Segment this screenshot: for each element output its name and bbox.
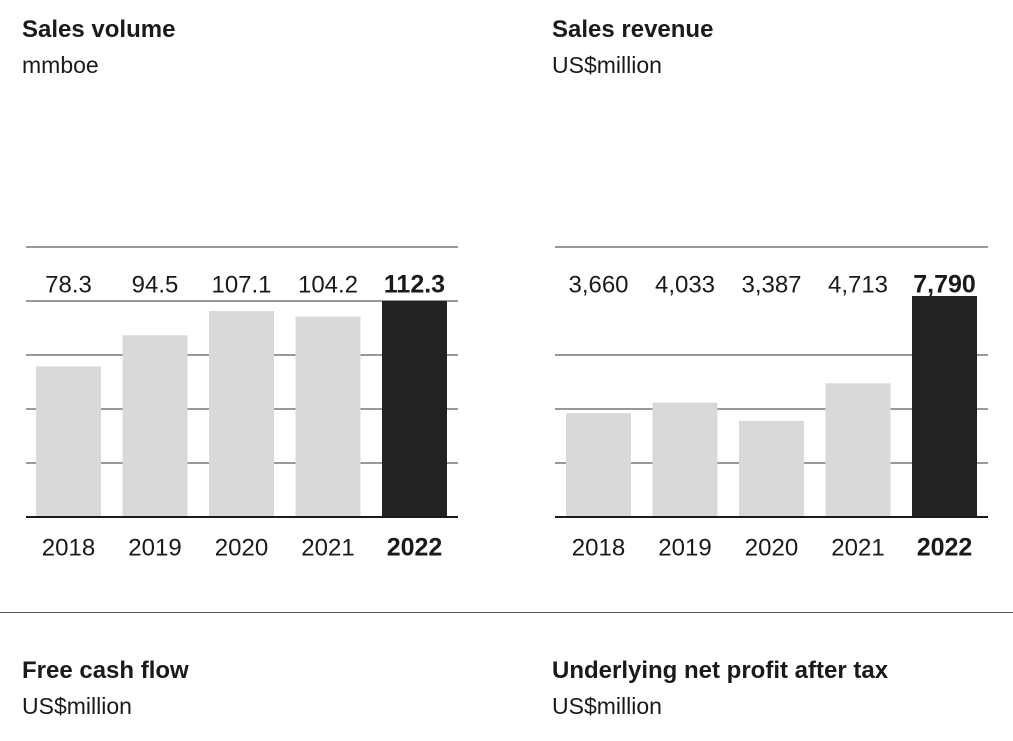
sales-volume-year-label-2020: 2020 bbox=[215, 534, 268, 561]
sales-revenue-year-label-2022: 2022 bbox=[917, 534, 973, 562]
sales-volume-bar-2020 bbox=[209, 311, 274, 517]
sales-revenue-year-label-2020: 2020 bbox=[745, 534, 798, 561]
sales-volume-bar-2019 bbox=[122, 335, 188, 517]
sales-volume-value-label-2019: 94.5 bbox=[132, 271, 179, 298]
section-divider bbox=[0, 612, 1013, 613]
sales-revenue-bar-2018 bbox=[566, 413, 631, 517]
sales-volume-year-label-2019: 2019 bbox=[128, 534, 181, 561]
sales-revenue-year-label-2018: 2018 bbox=[572, 534, 625, 561]
sales-volume-bar-2018 bbox=[36, 366, 101, 517]
sales-volume-year-label-2018: 2018 bbox=[42, 534, 95, 561]
sales-revenue-value-label-2022: 7,790 bbox=[913, 271, 976, 299]
sales-volume-bar-2021 bbox=[295, 316, 361, 517]
sales-revenue-unit: US$million bbox=[552, 52, 662, 78]
free-cash-flow-title: Free cash flow bbox=[22, 657, 189, 684]
sales-volume-title: Sales volume bbox=[22, 16, 176, 43]
net-profit-unit: US$million bbox=[552, 693, 662, 719]
sales-volume-year-label-2022: 2022 bbox=[387, 534, 443, 562]
sales-volume-value-label-2022: 112.3 bbox=[384, 271, 445, 299]
sales-revenue-value-label-2021: 4,713 bbox=[828, 271, 888, 298]
net-profit-title: Underlying net profit after tax bbox=[552, 657, 889, 684]
sales-revenue-bar-2019 bbox=[652, 402, 718, 517]
sales-revenue-value-label-2020: 3,387 bbox=[741, 271, 801, 298]
sales-volume-year-label-2021: 2021 bbox=[301, 534, 354, 561]
sales-revenue-year-label-2021: 2021 bbox=[831, 534, 884, 561]
sales-volume-value-label-2020: 107.1 bbox=[211, 271, 271, 298]
sales-volume-bar-2022 bbox=[382, 301, 447, 517]
sales-volume-value-label-2018: 78.3 bbox=[45, 271, 92, 298]
sales-volume-value-label-2021: 104.2 bbox=[298, 271, 358, 298]
sales-volume-unit: mmboe bbox=[22, 52, 99, 78]
sales-revenue-value-label-2018: 3,660 bbox=[568, 271, 628, 298]
free-cash-flow-unit: US$million bbox=[22, 693, 132, 719]
sales-revenue-year-label-2019: 2019 bbox=[658, 534, 711, 561]
sales-revenue-title: Sales revenue bbox=[552, 16, 714, 43]
sales-revenue-value-label-2019: 4,033 bbox=[655, 271, 715, 298]
sales-revenue-bar-2021 bbox=[825, 383, 891, 517]
sales-revenue-bar-2022 bbox=[912, 296, 977, 517]
sales-revenue-bar-2020 bbox=[739, 420, 804, 517]
